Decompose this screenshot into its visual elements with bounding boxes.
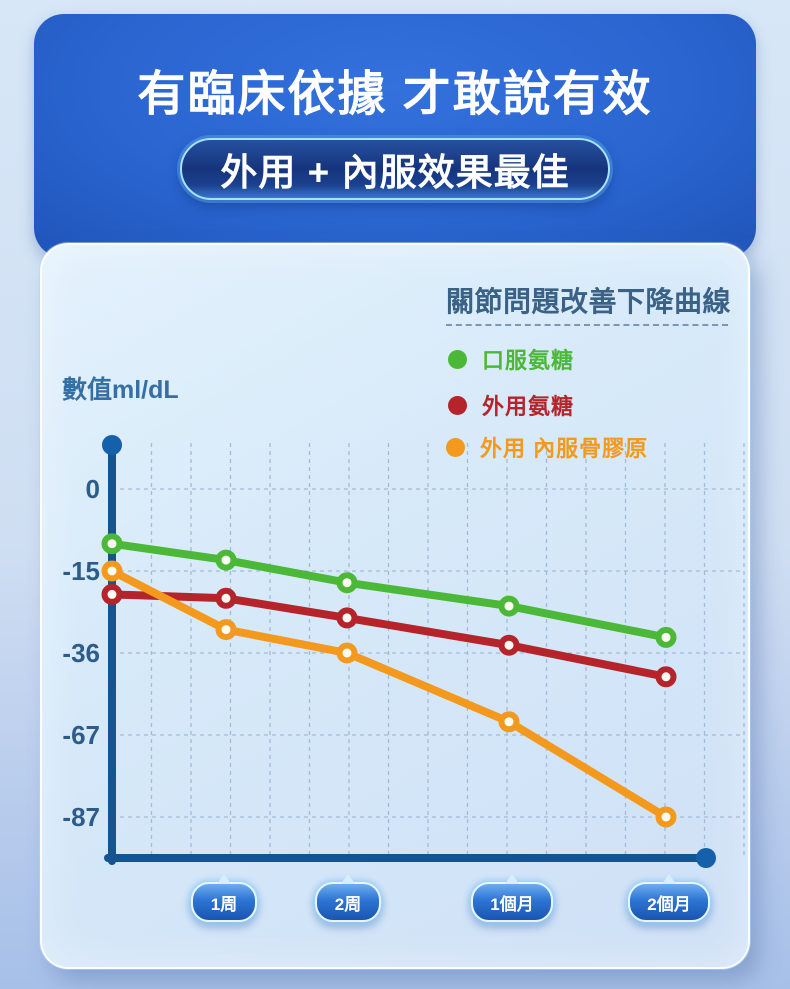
y-tick-label: -15 xyxy=(62,556,100,586)
x-axis-label-month1: 1個月 xyxy=(471,874,553,922)
y-axis-title: 數值ml/dL xyxy=(62,376,179,404)
legend-label: 口服氨糖 xyxy=(482,348,575,373)
page-title: 有臨床依據 才敢說有效 xyxy=(137,68,653,121)
legend-dot-green xyxy=(448,349,467,369)
x-axis-label-month2: 2個月 xyxy=(628,874,710,922)
chart-panel xyxy=(40,243,750,969)
header-banner: 有臨床依據 才敢說有效 外用 + 內服效果最佳 xyxy=(34,14,756,258)
legend-item-oral-glucosamine: 口服氨糖 xyxy=(448,343,574,375)
subtitle-badge: 外用 + 內服效果最佳 xyxy=(180,138,610,200)
legend-dot-red xyxy=(448,395,467,415)
y-tick-label: -36 xyxy=(62,638,100,668)
subtitle-badge-label: 外用 + 內服效果最佳 xyxy=(220,152,570,193)
x-axis-label-week1: 1周 xyxy=(191,874,257,922)
legend-label: 外用氨糖 xyxy=(482,394,575,419)
y-tick-label: -67 xyxy=(62,720,100,750)
chart-title: 關節問題改善下降曲線 xyxy=(446,286,732,317)
y-tick-label: 0 xyxy=(85,474,100,504)
legend-item-topical-glucosamine: 外用氨糖 xyxy=(448,389,574,421)
x-axis-label-week2: 2周 xyxy=(315,874,381,922)
y-tick-label: -87 xyxy=(62,802,100,832)
legend-item-topical-oral-collagen: 外用 內服骨膠原 xyxy=(446,431,648,463)
legend-dot-orange xyxy=(446,437,465,457)
legend-label: 外用 內服骨膠原 xyxy=(480,436,649,461)
chart-title-underline xyxy=(446,324,728,326)
